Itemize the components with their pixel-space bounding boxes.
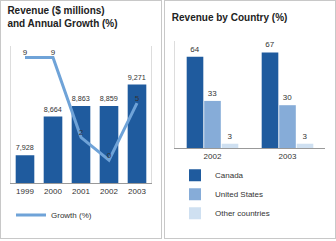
- svg-text:3: 3: [303, 132, 308, 141]
- svg-text:3: 3: [228, 132, 233, 141]
- svg-text:67: 67: [265, 40, 274, 49]
- svg-text:9,271: 9,271: [128, 73, 146, 82]
- svg-text:Revenue ($ millions)and Annual: Revenue ($ millions)and Annual Growth (%…: [7, 5, 117, 29]
- svg-text:2001: 2001: [72, 187, 90, 196]
- svg-text:8,859: 8,859: [100, 94, 118, 103]
- svg-text:7,928: 7,928: [16, 143, 34, 152]
- svg-text:Canada: Canada: [215, 171, 244, 180]
- svg-text:1999: 1999: [16, 187, 34, 196]
- svg-text:30: 30: [283, 93, 292, 102]
- svg-text:8,863: 8,863: [72, 94, 90, 103]
- svg-text:2003: 2003: [279, 152, 297, 161]
- svg-text:33: 33: [208, 89, 217, 98]
- svg-text:Revenue by Country (%): Revenue by Country (%): [172, 12, 288, 23]
- svg-text:United States: United States: [215, 190, 263, 199]
- svg-text:2: 2: [79, 128, 84, 137]
- svg-text:8,664: 8,664: [44, 105, 62, 114]
- svg-text:2002: 2002: [100, 187, 118, 196]
- svg-text:5: 5: [135, 94, 140, 103]
- svg-text:Growth (%): Growth (%): [51, 211, 92, 220]
- svg-text:Other countries: Other countries: [215, 209, 270, 218]
- svg-text:9: 9: [23, 48, 28, 57]
- svg-text:2002: 2002: [204, 152, 222, 161]
- svg-text:2000: 2000: [44, 187, 62, 196]
- svg-text:64: 64: [190, 45, 199, 54]
- svg-text:0: 0: [107, 151, 112, 160]
- svg-text:2003: 2003: [128, 187, 146, 196]
- svg-text:9: 9: [51, 48, 56, 57]
